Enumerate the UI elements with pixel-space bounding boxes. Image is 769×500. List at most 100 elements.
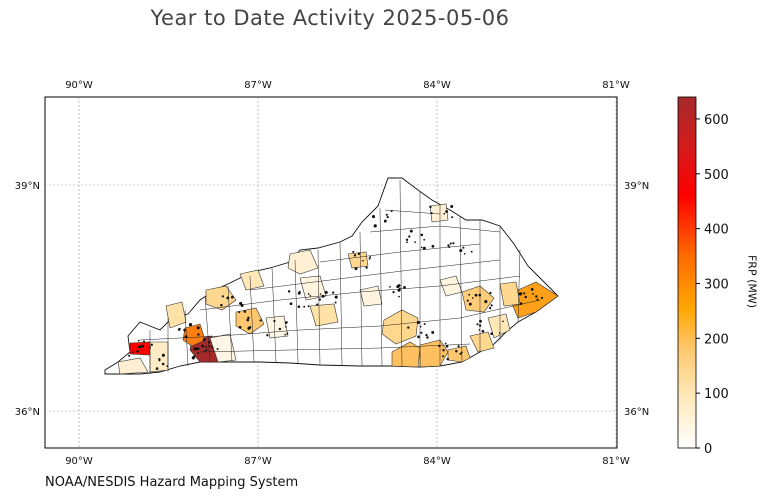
map-title: Year to Date Activity 2025-05-06 [150, 6, 510, 30]
fire-point [419, 325, 422, 328]
county-light-c5 [359, 285, 383, 307]
fire-point [128, 354, 131, 357]
fire-point [484, 300, 488, 304]
county-light-n2 [287, 249, 319, 275]
fire-point [417, 335, 420, 339]
fire-point [137, 345, 140, 348]
lon-tick-bottom-3: 84°W [423, 456, 451, 467]
fire-point [397, 288, 401, 292]
lat-tick-right-1: 39°N [624, 181, 649, 192]
fire-point [205, 345, 208, 348]
fire-point [498, 331, 501, 334]
county-light-w2 [165, 301, 187, 329]
fire-point [287, 290, 291, 293]
fire-point [540, 296, 544, 300]
county-amber-c2 [235, 307, 265, 335]
county-amber-c3 [309, 303, 339, 327]
fire-point [324, 290, 328, 294]
colorbar-tick-label: 0 [704, 442, 712, 457]
fire-point [303, 305, 306, 308]
fire-point [246, 318, 250, 322]
lon-tick-top-4: 81°W [602, 80, 630, 91]
fire-point [203, 350, 206, 352]
fire-point [414, 241, 416, 243]
fire-point [211, 346, 214, 349]
fire-point [445, 344, 449, 348]
fire-point [462, 246, 465, 249]
fire-point [369, 256, 372, 259]
colorbar-tick-label: 300 [704, 277, 729, 292]
fire-point [431, 331, 434, 334]
fire-point [450, 204, 454, 209]
fire-point [451, 216, 454, 219]
fire-point [368, 258, 371, 260]
fire-point [149, 346, 151, 349]
fire-point [463, 252, 466, 255]
fire-point [403, 286, 406, 289]
fire-point [474, 293, 478, 297]
fire-point [231, 295, 234, 299]
fire-point [332, 291, 335, 294]
fire-point [523, 292, 526, 295]
fire-point [316, 303, 319, 306]
fire-point [259, 319, 262, 322]
fire-point [502, 320, 504, 323]
county-light-e5 [439, 275, 463, 297]
fire-point [489, 291, 492, 295]
fire-point [132, 351, 135, 354]
fire-point [459, 352, 462, 355]
fire-point [188, 323, 193, 327]
fire-point [389, 286, 391, 288]
fire-point [247, 326, 251, 330]
fire-point [195, 347, 199, 350]
fire-point [447, 244, 450, 247]
fire-point [478, 329, 481, 331]
colorbar-gradient [677, 96, 697, 449]
fire-point [423, 238, 426, 241]
fire-point [446, 357, 450, 361]
fire-point [155, 367, 159, 370]
fire-point [420, 246, 423, 249]
fire-point [216, 348, 219, 350]
fire-point [136, 349, 140, 353]
fire-point [488, 306, 492, 310]
fire-point [365, 266, 368, 269]
fire-point [386, 215, 389, 219]
lon-tick-bottom-4: 81°W [602, 456, 630, 467]
data-credit: NOAA/NESDIS Hazard Mapping System [45, 475, 299, 490]
lat-tick-left-1: 39°N [15, 181, 40, 192]
fire-point [405, 238, 409, 241]
lat-tick-right-2: 36°N [624, 407, 649, 418]
fire-point [406, 241, 408, 244]
fire-point [490, 332, 494, 336]
lon-tick-top-1: 90°W [65, 80, 93, 91]
fire-point [158, 359, 161, 362]
county-light-w3 [149, 341, 169, 373]
fire-point [524, 295, 527, 299]
colorbar-tick-label: 600 [704, 113, 729, 128]
fire-point [429, 205, 432, 209]
fire-point [318, 298, 321, 301]
fire-detections [128, 204, 544, 370]
fire-point [430, 212, 433, 215]
fire-point [161, 362, 165, 366]
fire-point [307, 293, 310, 295]
fire-point [353, 254, 357, 257]
fire-point [289, 302, 293, 306]
fire-point [197, 333, 200, 336]
fire-point [452, 242, 455, 245]
fire-point [285, 321, 288, 324]
fire-point [408, 235, 411, 238]
colorbar: 0 100 200 300 400 500 600 [677, 96, 729, 457]
fire-point [438, 344, 441, 348]
fire-point [536, 298, 539, 301]
county-borders [139, 179, 541, 374]
fire-point [220, 304, 223, 307]
fire-point [398, 295, 400, 298]
county-light-n3 [239, 269, 265, 291]
fire-point [468, 293, 471, 296]
fire-point [143, 340, 145, 343]
fire-point [459, 248, 463, 253]
fire-point [183, 328, 186, 332]
fire-point [416, 320, 420, 324]
